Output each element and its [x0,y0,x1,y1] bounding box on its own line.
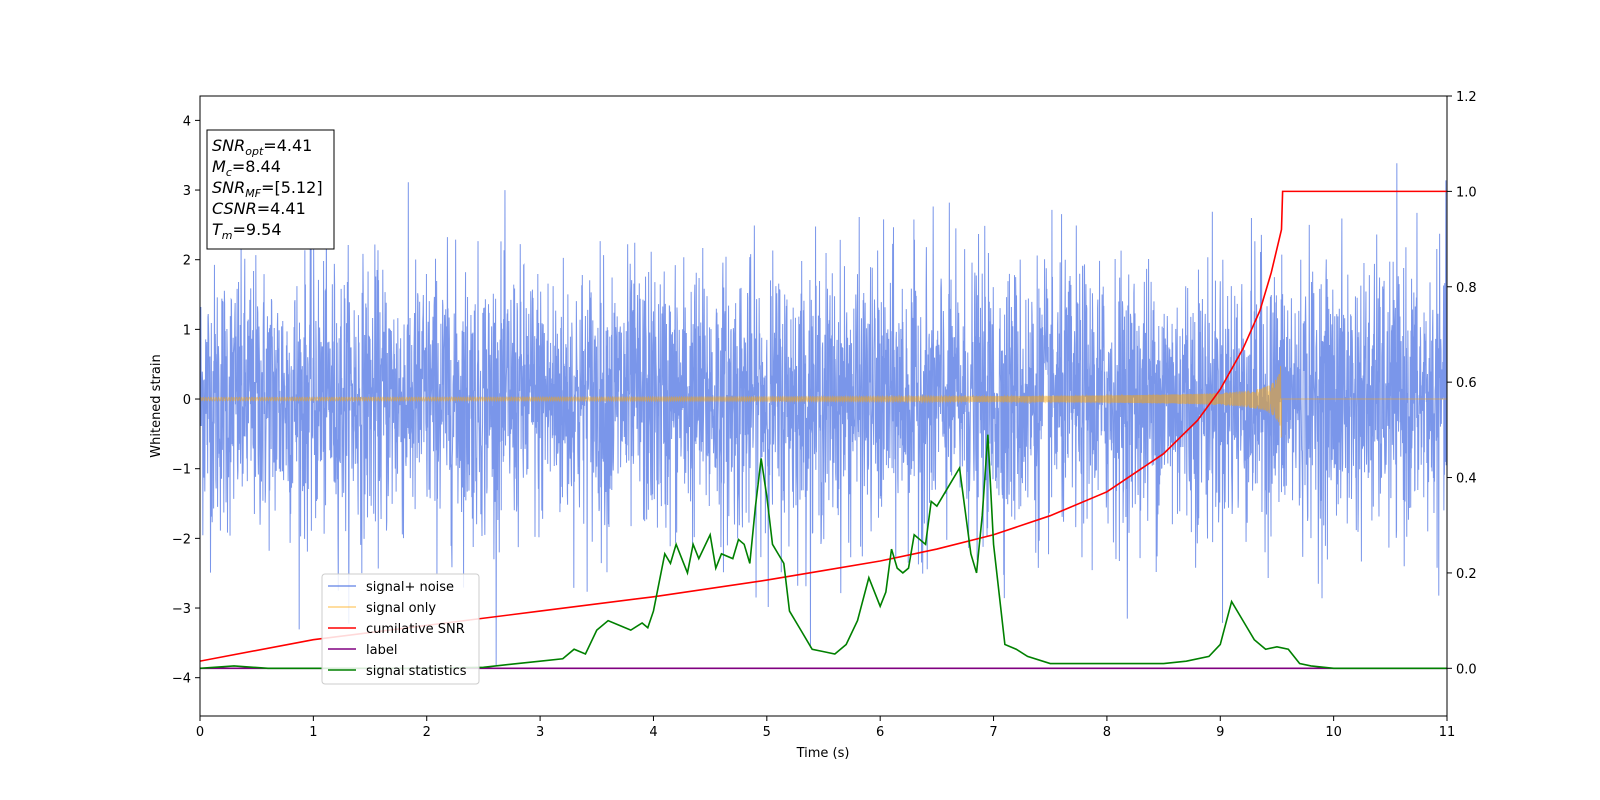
stats-line: SNRopt=4.41 [212,136,312,158]
x-tick-label: 2 [423,725,431,740]
y-axis-left: −4 −3 −2 −1 0 1 2 3 4 [172,114,200,687]
y2-tick-label: 0.0 [1456,662,1477,677]
x-tick-label: 10 [1325,725,1342,740]
stats-line-symbol: SNR [212,136,245,155]
stats-line: Tm=9.54 [212,220,282,242]
legend-label-cumilative-snr: cumilative SNR [366,622,465,637]
y2-tick-label: 1.0 [1456,185,1477,200]
y2-tick-label: 0.8 [1456,281,1477,296]
stats-annotation-box [206,129,335,250]
y-axis-right: 0.0 0.2 0.4 0.6 0.8 1.0 1.2 [1447,90,1477,677]
legend-label-signal-noise: signal+ noise [366,580,454,595]
y-tick-label: 0 [183,393,191,408]
x-axis-label: Time (s) [796,746,850,761]
plot-frame [199,95,1448,717]
stats-line-value: =8.44 [232,157,281,176]
x-tick-label: 3 [536,725,544,740]
x-tick-label: 9 [1216,725,1224,740]
stats-line-subscript: opt [245,145,264,158]
y2-tick-label: 0.2 [1456,567,1477,582]
stats-line-symbol: CSNR [212,199,257,218]
stats-line: CSNR=4.41 [212,199,306,218]
y-tick-label: 1 [183,323,191,338]
stats-line-symbol: M [212,157,226,176]
stats-line: Mc=8.44 [212,157,281,179]
y-tick-label: 2 [183,254,191,269]
x-tick-label: 6 [876,725,884,740]
legend-label-signal-only: signal only [366,601,436,616]
x-tick-label: 7 [989,725,997,740]
stats-line-symbol: SNR [212,178,245,197]
legend-label-signal-statistics: signal statistics [366,664,467,679]
signal-statistics-line [200,434,1447,670]
stats-line-subscript: c [226,166,232,179]
y2-tick-label: 1.2 [1456,90,1477,105]
y2-tick-label: 0.6 [1456,376,1477,391]
x-tick-label: 4 [649,725,657,740]
cumilative-snr-line [200,190,1447,662]
stats-line-value: =4.41 [263,136,312,155]
stats-line-symbol: T [212,220,223,239]
y-tick-label: 3 [183,184,191,199]
y-tick-label: −2 [172,532,191,547]
stats-line-value: =9.54 [233,220,282,239]
stats-line-subscript: m [222,229,233,242]
stats-line-value: =4.41 [257,199,306,218]
x-tick-label: 1 [309,725,317,740]
stats-line-subscript: MF [245,187,261,200]
legend: signal+ noise signal only cumilative SNR la… [321,573,480,685]
stats-line-value: =[5.12] [261,178,323,197]
x-tick-label: 8 [1103,725,1111,740]
y-tick-label: −3 [172,602,191,617]
y2-tick-label: 0.4 [1456,472,1477,487]
stats-annotation: SNRopt=4.41Mc=8.44SNRMF=[5.12]CSNR=4.41T… [206,129,335,250]
x-tick-label: 0 [196,725,204,740]
signal-only-line [200,366,1447,439]
x-axis: 0 1 2 3 4 5 6 7 8 9 10 11 [196,716,1455,740]
legend-label-label: label [366,643,397,658]
x-tick-label: 5 [763,725,771,740]
y-tick-label: −4 [172,672,191,687]
y-tick-label: −1 [172,463,191,478]
x-tick-label: 11 [1439,725,1456,740]
y-axis-label: Whitened strain [149,354,164,457]
y-tick-label: 4 [183,114,191,129]
stats-line: SNRMF=[5.12] [212,178,323,200]
legend-box [321,573,480,685]
